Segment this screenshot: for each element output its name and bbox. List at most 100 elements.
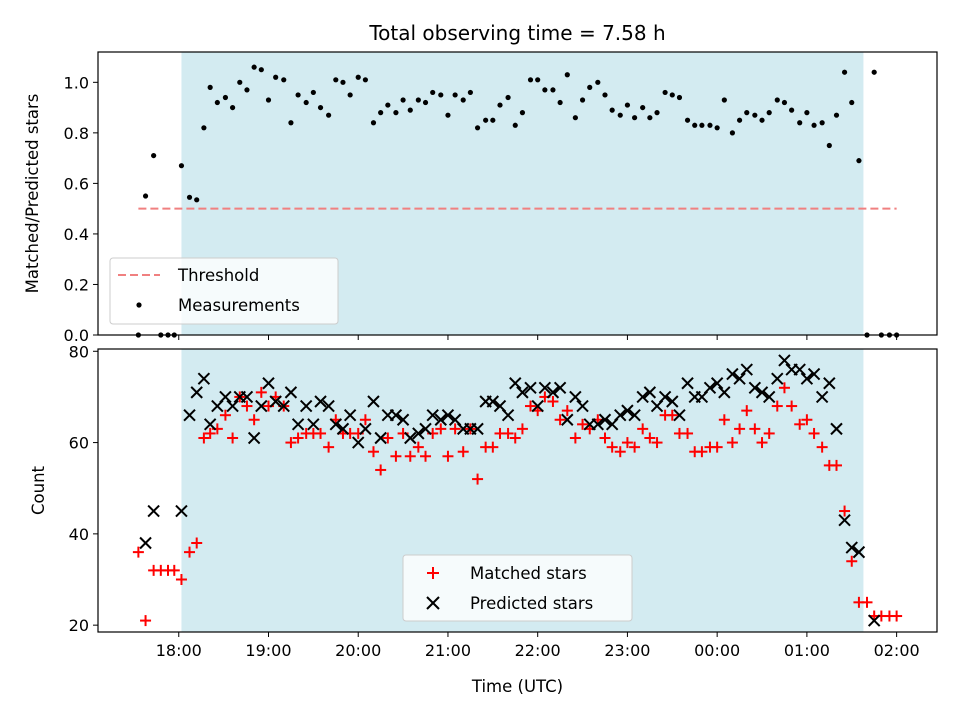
measurement-point — [258, 67, 264, 73]
matched-star-point — [404, 450, 416, 462]
measurement-point — [201, 125, 207, 131]
matched-star-point — [359, 414, 371, 426]
predicted-star-point — [658, 390, 672, 404]
measurement-point — [393, 110, 399, 116]
measurement-point — [142, 193, 149, 199]
measurement-point — [781, 99, 788, 106]
measurement-point — [222, 94, 229, 101]
measurement-point — [186, 194, 193, 200]
predicted-star-point — [598, 413, 612, 426]
measurement-point — [811, 122, 817, 128]
legend-threshold-label: Threshold — [177, 266, 259, 285]
measurement-point — [265, 97, 272, 103]
matched-star-point — [621, 437, 633, 449]
count-legend: Matched stars Predicted stars — [402, 554, 633, 622]
measurement-point — [281, 77, 287, 83]
matched-star-point — [749, 423, 761, 435]
predicted-star-point — [441, 408, 455, 422]
matched-star-point — [175, 574, 187, 586]
measurement-point — [519, 110, 526, 116]
count-axis-ticks: 20 40 60 80 18:00 19:00 20:00 21:00 22:00 23:00 00… — [69, 342, 920, 660]
matched-star-point — [778, 382, 790, 394]
measurement-point — [194, 197, 200, 203]
measurement-point — [474, 125, 481, 131]
predicted-star-point — [771, 372, 784, 385]
time-xtick-label: 02:00 — [874, 641, 920, 660]
measurement-point — [490, 117, 496, 123]
measurement-point — [797, 120, 803, 126]
matched-star-point — [457, 446, 469, 458]
predicted-star-point — [336, 422, 350, 436]
measurement-point — [684, 117, 691, 123]
measurement-point — [400, 97, 406, 103]
predicted-star-point — [778, 354, 791, 367]
ratio-ytick-label: 0.4 — [64, 225, 89, 244]
matched-star-point — [487, 441, 499, 453]
count-panel: 20 40 60 80 18:00 19:00 20:00 21:00 22:00 23:00 00… — [29, 342, 938, 696]
predicted-star-point — [404, 431, 417, 445]
measurement-point — [759, 117, 765, 123]
predicted-star-point — [509, 377, 522, 390]
predicted-star-point — [374, 431, 387, 445]
predicted-star-point — [190, 386, 203, 399]
matched-star-point — [569, 432, 581, 444]
predicted-star-point — [175, 504, 188, 518]
measurement-point — [550, 87, 556, 93]
time-xtick-label: 00:00 — [694, 641, 740, 660]
matched-star-point — [435, 423, 447, 435]
measurement-point — [244, 87, 250, 93]
measurement-point — [467, 89, 473, 96]
ratio-ytick-label: 0.6 — [64, 174, 89, 193]
measurement-point — [774, 97, 780, 103]
measurement-point — [736, 117, 743, 123]
predicted-star-point — [845, 541, 858, 554]
predicted-star-point — [269, 395, 282, 408]
matched-star-point — [756, 437, 768, 449]
measurement-point — [587, 84, 593, 90]
chart-title: Total observing time = 7.58 h — [368, 21, 665, 45]
measurement-point — [415, 97, 421, 103]
predicted-star-point — [412, 427, 425, 440]
measurement-point — [766, 110, 772, 116]
predicted-star-point — [419, 422, 432, 436]
count-legend-box — [402, 554, 633, 622]
matched-star-point — [839, 505, 851, 517]
measurement-point — [662, 89, 668, 96]
measurement-point — [370, 120, 377, 126]
predicted-star-point — [748, 381, 762, 395]
matched-star-point — [651, 437, 663, 449]
measurement-point — [669, 92, 675, 98]
predicted-star-point — [219, 390, 232, 404]
matched-star-point — [390, 450, 402, 462]
matched-star-point — [323, 441, 335, 453]
legend-predicted-label: Predicted stars — [470, 594, 593, 613]
predicted-star-point — [352, 436, 365, 449]
predicted-star-point — [329, 418, 342, 431]
measurement-point — [207, 84, 213, 90]
measurement-point — [178, 163, 185, 169]
measurement-point — [407, 107, 413, 113]
predicted-star-point — [614, 408, 627, 422]
matched-star-point — [449, 423, 461, 435]
predicted-star-point — [740, 363, 753, 376]
measurement-point — [654, 110, 660, 116]
matched-star-point — [637, 423, 649, 435]
measurement-point — [714, 125, 720, 131]
predicted-star-point — [531, 399, 544, 413]
measurement-point — [378, 110, 384, 116]
predicted-star-point — [322, 399, 335, 413]
ratio-ytick-label: 0.8 — [64, 124, 89, 143]
measurement-point — [595, 79, 601, 85]
measurement-point — [856, 158, 862, 164]
measurement-point — [676, 94, 683, 101]
matched-star-point — [801, 414, 813, 426]
measurement-points — [135, 64, 900, 338]
matched-star-point — [891, 610, 903, 622]
predicted-star-point — [815, 390, 829, 404]
predicted-star-point — [793, 363, 806, 376]
predicted-star-point — [501, 408, 515, 422]
measurement-point — [647, 115, 653, 121]
matched-star-point — [472, 473, 484, 485]
matched-star-point — [315, 427, 327, 439]
matched-star-point — [191, 537, 203, 549]
